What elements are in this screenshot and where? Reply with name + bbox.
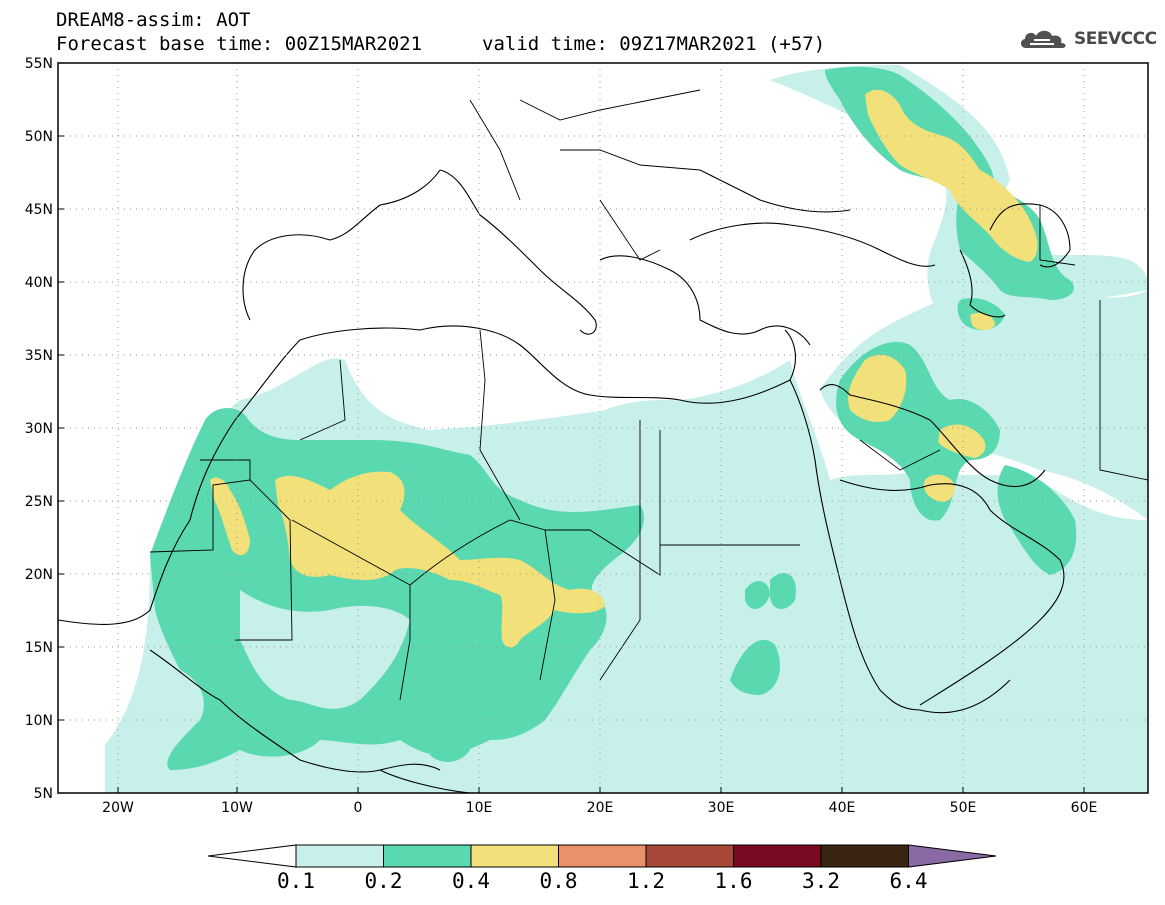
longitude-labels: 20W 10W 0 10E 20E 30E 40E 50E 60E xyxy=(102,800,1097,816)
seevccc-logo: SEEVCCC xyxy=(1018,26,1157,52)
lon-label: 60E xyxy=(1071,800,1098,816)
colorbar-over-arrow xyxy=(908,844,997,868)
valid-time: valid time: 09Z17MAR2021 (+57) xyxy=(482,33,826,55)
lat-label: 55N xyxy=(25,56,53,72)
lon-label: 0 xyxy=(354,800,363,816)
colorbar-segment xyxy=(295,844,384,868)
colorbar-segment xyxy=(645,844,734,868)
lat-label: 30N xyxy=(25,421,53,437)
colorbar-segment xyxy=(820,844,909,868)
lat-label: 45N xyxy=(25,202,53,218)
lon-label: 50E xyxy=(950,800,977,816)
lon-label: 30E xyxy=(708,800,735,816)
colorbar-label: 0.2 xyxy=(364,869,403,893)
colorbar-label: 0.1 xyxy=(277,869,315,893)
lat-label: 50N xyxy=(25,129,53,145)
lat-label: 35N xyxy=(25,348,53,364)
coastlines-borders xyxy=(58,169,1071,793)
lon-label: 20E xyxy=(587,800,614,816)
colorbar-segment xyxy=(470,844,559,868)
cloud-icon xyxy=(1020,30,1066,48)
colorbar-label: 1.6 xyxy=(714,869,753,893)
colorbar xyxy=(207,844,997,868)
colorbar-label: 0.8 xyxy=(539,869,578,893)
axis-ticks xyxy=(58,62,1085,793)
lat-label: 40N xyxy=(25,275,53,291)
lon-label: 40E xyxy=(829,800,856,816)
colorbar-segment xyxy=(383,844,472,868)
lat-label: 10N xyxy=(25,713,53,729)
colorbar-label: 3.2 xyxy=(802,869,840,893)
forecast-base-time: Forecast base time: 00Z15MAR2021 xyxy=(56,33,423,55)
country-borders xyxy=(149,89,1148,701)
colorbar-segment xyxy=(733,844,822,868)
map-title: DREAM8-assim: AOT xyxy=(56,9,251,31)
map-panel xyxy=(58,63,1148,793)
colorbar-label: 6.4 xyxy=(889,869,928,893)
lat-label: 20N xyxy=(25,567,53,583)
colorbar-segment xyxy=(558,844,647,868)
logo-text: SEEVCCC xyxy=(1074,29,1157,49)
lon-label: 10W xyxy=(221,800,253,816)
lon-label: 10E xyxy=(466,800,493,816)
colorbar-under-arrow xyxy=(207,844,297,868)
lon-label: 20W xyxy=(102,800,134,816)
colorbar-label: 1.2 xyxy=(627,869,665,893)
lat-label: 25N xyxy=(25,494,53,510)
colorbar-label: 0.4 xyxy=(452,869,490,893)
lat-label: 15N xyxy=(25,640,53,656)
latitude-labels: 55N 50N 45N 40N 35N 30N 25N 20N 15N 10N … xyxy=(25,56,53,802)
lat-label: 5N xyxy=(34,786,53,802)
